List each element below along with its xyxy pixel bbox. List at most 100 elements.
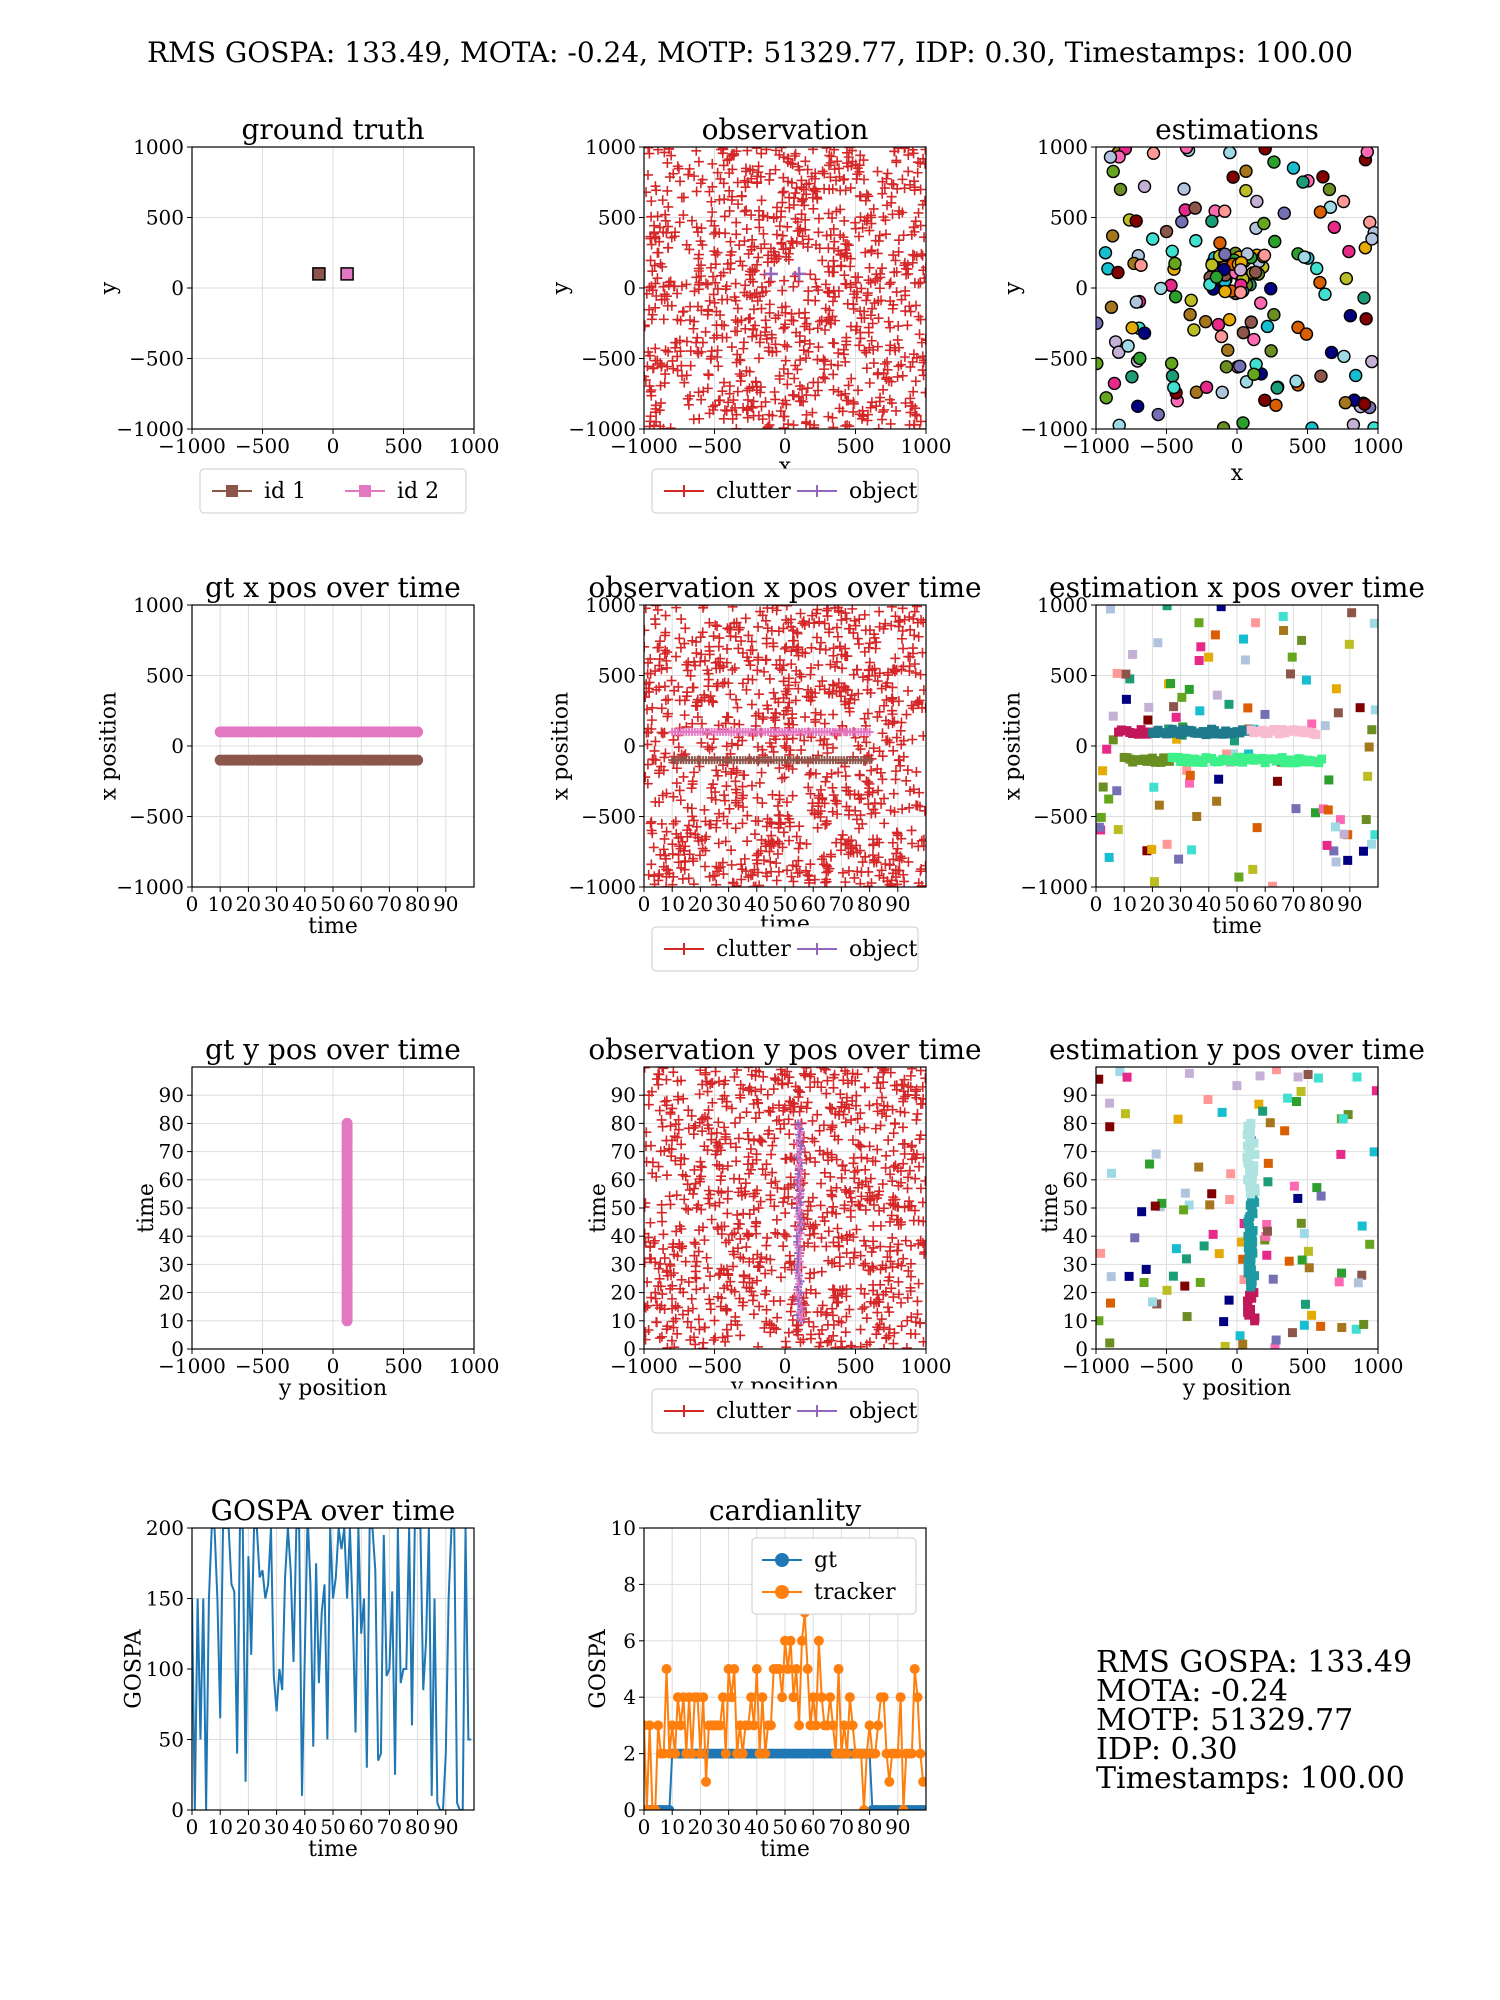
clutter-point (699, 1235, 710, 1246)
clutter-point (753, 353, 764, 364)
clutter-point (910, 1173, 921, 1184)
estimate-point (1358, 241, 1373, 255)
tracker-point (825, 1692, 836, 1703)
clutter-point (673, 1124, 684, 1135)
clutter-point (656, 727, 667, 738)
clutter-point (689, 286, 700, 297)
clutter-point (793, 642, 804, 653)
clutter-point (702, 1263, 713, 1274)
clutter-point (741, 1242, 752, 1253)
clutter-point (654, 768, 665, 779)
clutter-point (884, 1216, 895, 1227)
y-tick-label: 0 (171, 1798, 184, 1822)
clutter-point (654, 236, 665, 247)
clutter-point (746, 636, 757, 647)
estimate-point (1251, 618, 1261, 628)
y-axis-label: time (586, 1183, 611, 1233)
estimate-point (1316, 170, 1330, 184)
estimate-track-point (1242, 1152, 1252, 1162)
clutter-point (677, 1241, 688, 1252)
clutter-point (822, 1337, 833, 1348)
clutter-point (784, 835, 795, 846)
clutter-point (732, 386, 743, 397)
clutter-point (848, 1158, 859, 1169)
clutter-point (862, 409, 873, 420)
clutter-point (826, 1189, 837, 1200)
x-tick-label: 0 (186, 892, 199, 916)
clutter-point (802, 1097, 813, 1108)
tracker-point (748, 1720, 759, 1731)
clutter-point (706, 695, 717, 706)
x-tick-label: 30 (716, 892, 741, 916)
clutter-point (735, 1233, 746, 1244)
clutter-point (898, 1158, 909, 1169)
clutter-point (911, 605, 922, 612)
clutter-point (919, 805, 926, 816)
clutter-point (644, 869, 654, 880)
estimate-point (1108, 711, 1118, 721)
tracker-point (726, 1692, 737, 1703)
clutter-point (787, 1294, 798, 1305)
y-tick-label: 100 (146, 1657, 184, 1681)
clutter-point (760, 315, 771, 326)
estimate-point (1324, 775, 1334, 785)
clutter-point (707, 1097, 718, 1108)
estimate-point (1185, 770, 1195, 780)
legend-frame (751, 1537, 917, 1615)
estimate-point (1272, 776, 1282, 786)
clutter-point (855, 1341, 866, 1349)
estimate-point (1254, 1099, 1264, 1109)
x-tick-label: 1000 (449, 434, 500, 458)
clutter-point (863, 322, 874, 333)
gospa-line (192, 1528, 472, 1810)
clutter-point (800, 156, 811, 167)
estimate-point (1177, 182, 1191, 196)
estimate-point (1331, 857, 1341, 867)
estimate-point (1103, 150, 1118, 164)
x-tick-label: −500 (1139, 1354, 1194, 1378)
clutter-point (785, 1096, 796, 1107)
estimate-point (1098, 782, 1108, 792)
estimate-point (1222, 749, 1232, 759)
clutter-point (815, 784, 826, 795)
clutter-point (762, 703, 773, 714)
clutter-point (646, 385, 657, 396)
clutter-point (647, 285, 658, 296)
estimate-point (1137, 1207, 1147, 1217)
estimate-point (1194, 618, 1204, 628)
clutter-point (813, 801, 824, 812)
estimate-point (1254, 296, 1268, 310)
clutter-point (846, 690, 857, 701)
estimate-point (1143, 715, 1153, 725)
legend-marker (811, 485, 823, 497)
clutter-point (667, 848, 678, 859)
clutter-point (695, 632, 706, 643)
clutter-point (778, 676, 789, 687)
clutter-point (752, 295, 763, 306)
plot-area (192, 1528, 472, 1810)
clutter-point (891, 732, 902, 743)
estimate-point (1349, 368, 1363, 383)
clutter-point (754, 689, 765, 700)
clutter-point (828, 1330, 839, 1341)
summary-timestamps: Timestamps: 100.00 (1096, 1761, 1405, 1796)
clutter-point (891, 287, 902, 298)
clutter-point (795, 355, 806, 366)
clutter-point (814, 316, 825, 327)
legend-observation: clutter object (651, 468, 919, 514)
clutter-point (861, 347, 872, 358)
clutter-point (850, 1075, 861, 1086)
clutter-point (814, 681, 825, 692)
clutter-point (877, 728, 888, 739)
clutter-point (846, 373, 857, 384)
estimate-point (1297, 1255, 1307, 1265)
clutter-point (781, 642, 792, 653)
clutter-point (898, 1253, 909, 1264)
estimate-point (1165, 244, 1179, 259)
clutter-point (888, 1128, 899, 1139)
x-tick-label: 0 (327, 1354, 340, 1378)
clutter-point (699, 1322, 710, 1333)
tracker-point (785, 1635, 796, 1646)
estimate-point (1357, 1221, 1367, 1231)
clutter-point (844, 1188, 855, 1199)
